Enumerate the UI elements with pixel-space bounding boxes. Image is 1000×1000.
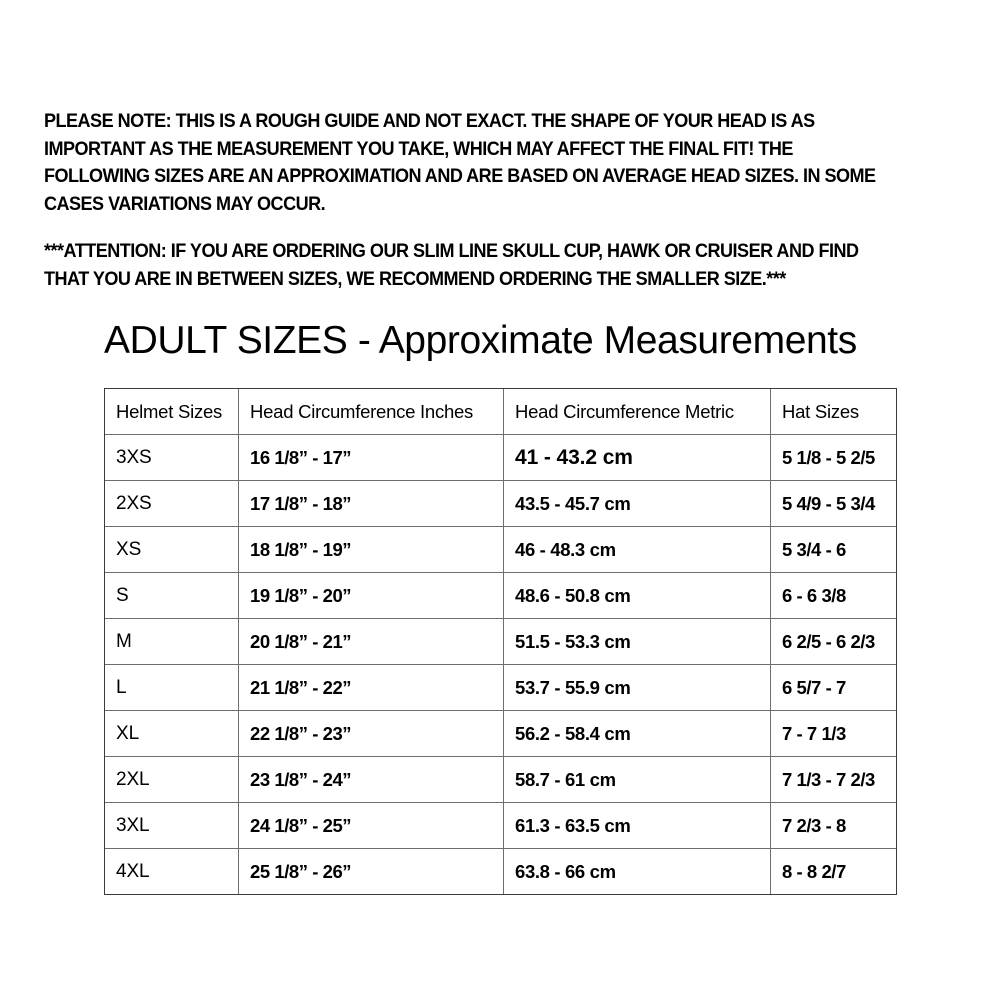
cell-head-circumference-metric: 56.2 - 58.4 cm bbox=[503, 710, 771, 757]
cell-hat-size: 6 2/5 - 6 2/3 bbox=[770, 618, 897, 665]
table-header: Helmet Sizes Head Circumference Inches H… bbox=[104, 388, 897, 435]
note-paragraph-general: PLEASE NOTE: THIS IS A ROUGH GUIDE AND N… bbox=[44, 110, 876, 215]
cell-helmet-size: XS bbox=[104, 526, 239, 573]
cell-head-circumference-metric: 63.8 - 66 cm bbox=[503, 848, 771, 895]
table-row: S 19 1/8” - 20” 48.6 - 50.8 cm 6 - 6 3/8 bbox=[104, 572, 897, 619]
cell-hat-size: 5 3/4 - 6 bbox=[770, 526, 897, 573]
cell-head-circumference-inches: 24 1/8” - 25” bbox=[238, 802, 504, 849]
table-row: 3XS 16 1/8” - 17” 41 - 43.2 cm 5 1/8 - 5 2/… bbox=[104, 434, 897, 481]
table-row: 2XL 23 1/8” - 24” 58.7 - 61 cm 7 1/3 - 7 2/… bbox=[104, 756, 897, 803]
cell-helmet-size: 3XS bbox=[104, 434, 239, 481]
cell-helmet-size: 2XS bbox=[104, 480, 239, 527]
column-header-hat-sizes: Hat Sizes bbox=[770, 388, 897, 435]
column-header-head-circumference-inches: Head Circumference Inches bbox=[238, 388, 504, 435]
cell-hat-size: 5 1/8 - 5 2/5 bbox=[770, 434, 897, 481]
cell-helmet-size: XL bbox=[104, 710, 239, 757]
note-paragraph-attention: ***ATTENTION: IF YOU ARE ORDERING OUR SL… bbox=[44, 240, 859, 290]
cell-head-circumference-metric: 46 - 48.3 cm bbox=[503, 526, 771, 573]
cell-head-circumference-metric: 61.3 - 63.5 cm bbox=[503, 802, 771, 849]
cell-hat-size: 8 - 8 2/7 bbox=[770, 848, 897, 895]
cell-hat-size: 6 - 6 3/8 bbox=[770, 572, 897, 619]
cell-hat-size: 6 5/7 - 7 bbox=[770, 664, 897, 711]
cell-helmet-size: 2XL bbox=[104, 756, 239, 803]
column-header-head-circumference-metric: Head Circumference Metric bbox=[503, 388, 771, 435]
table-row: L 21 1/8” - 22” 53.7 - 55.9 cm 6 5/7 - 7 bbox=[104, 664, 897, 711]
table-row: XS 18 1/8” - 19” 46 - 48.3 cm 5 3/4 - 6 bbox=[104, 526, 897, 573]
cell-helmet-size: L bbox=[104, 664, 239, 711]
cell-head-circumference-metric: 43.5 - 45.7 cm bbox=[503, 480, 771, 527]
cell-head-circumference-inches: 21 1/8” - 22” bbox=[238, 664, 504, 711]
cell-helmet-size: 4XL bbox=[104, 848, 239, 895]
table-row: XL 22 1/8” - 23” 56.2 - 58.4 cm 7 - 7 1/3 bbox=[104, 710, 897, 757]
cell-head-circumference-metric: 58.7 - 61 cm bbox=[503, 756, 771, 803]
cell-head-circumference-inches: 17 1/8” - 18” bbox=[238, 480, 504, 527]
cell-head-circumference-metric: 53.7 - 55.9 cm bbox=[503, 664, 771, 711]
column-header-helmet-sizes: Helmet Sizes bbox=[104, 388, 239, 435]
disclaimer-notes: PLEASE NOTE: THIS IS A ROUGH GUIDE AND N… bbox=[44, 108, 956, 293]
cell-helmet-size: M bbox=[104, 618, 239, 665]
cell-hat-size: 5 4/9 - 5 3/4 bbox=[770, 480, 897, 527]
cell-head-circumference-inches: 25 1/8” - 26” bbox=[238, 848, 504, 895]
cell-head-circumference-metric: 51.5 - 53.3 cm bbox=[503, 618, 771, 665]
cell-head-circumference-inches: 20 1/8” - 21” bbox=[238, 618, 504, 665]
table-row: M 20 1/8” - 21” 51.5 - 53.3 cm 6 2/5 - 6 2/… bbox=[104, 618, 897, 665]
cell-head-circumference-inches: 18 1/8” - 19” bbox=[238, 526, 504, 573]
table-row: 2XS 17 1/8” - 18” 43.5 - 45.7 cm 5 4/9 - 5 … bbox=[104, 480, 897, 527]
cell-hat-size: 7 - 7 1/3 bbox=[770, 710, 897, 757]
cell-helmet-size: S bbox=[104, 572, 239, 619]
table-row: 4XL 25 1/8” - 26” 63.8 - 66 cm 8 - 8 2/7 bbox=[104, 848, 897, 895]
table-body: 3XS 16 1/8” - 17” 41 - 43.2 cm 5 1/8 - 5 2/… bbox=[104, 434, 897, 895]
page-title: ADULT SIZES - Approximate Measurements bbox=[104, 319, 857, 362]
adult-sizes-table: Helmet Sizes Head Circumference Inches H… bbox=[104, 388, 897, 895]
cell-head-circumference-inches: 19 1/8” - 20” bbox=[238, 572, 504, 619]
cell-hat-size: 7 2/3 - 8 bbox=[770, 802, 897, 849]
table-row: 3XL 24 1/8” - 25” 61.3 - 63.5 cm 7 2/3 - 8 bbox=[104, 802, 897, 849]
cell-head-circumference-inches: 23 1/8” - 24” bbox=[238, 756, 504, 803]
cell-helmet-size: 3XL bbox=[104, 802, 239, 849]
cell-head-circumference-metric: 48.6 - 50.8 cm bbox=[503, 572, 771, 619]
cell-head-circumference-inches: 16 1/8” - 17” bbox=[238, 434, 504, 481]
cell-head-circumference-metric: 41 - 43.2 cm bbox=[503, 434, 771, 481]
cell-head-circumference-inches: 22 1/8” - 23” bbox=[238, 710, 504, 757]
cell-hat-size: 7 1/3 - 7 2/3 bbox=[770, 756, 897, 803]
table-header-row: Helmet Sizes Head Circumference Inches H… bbox=[104, 388, 897, 435]
